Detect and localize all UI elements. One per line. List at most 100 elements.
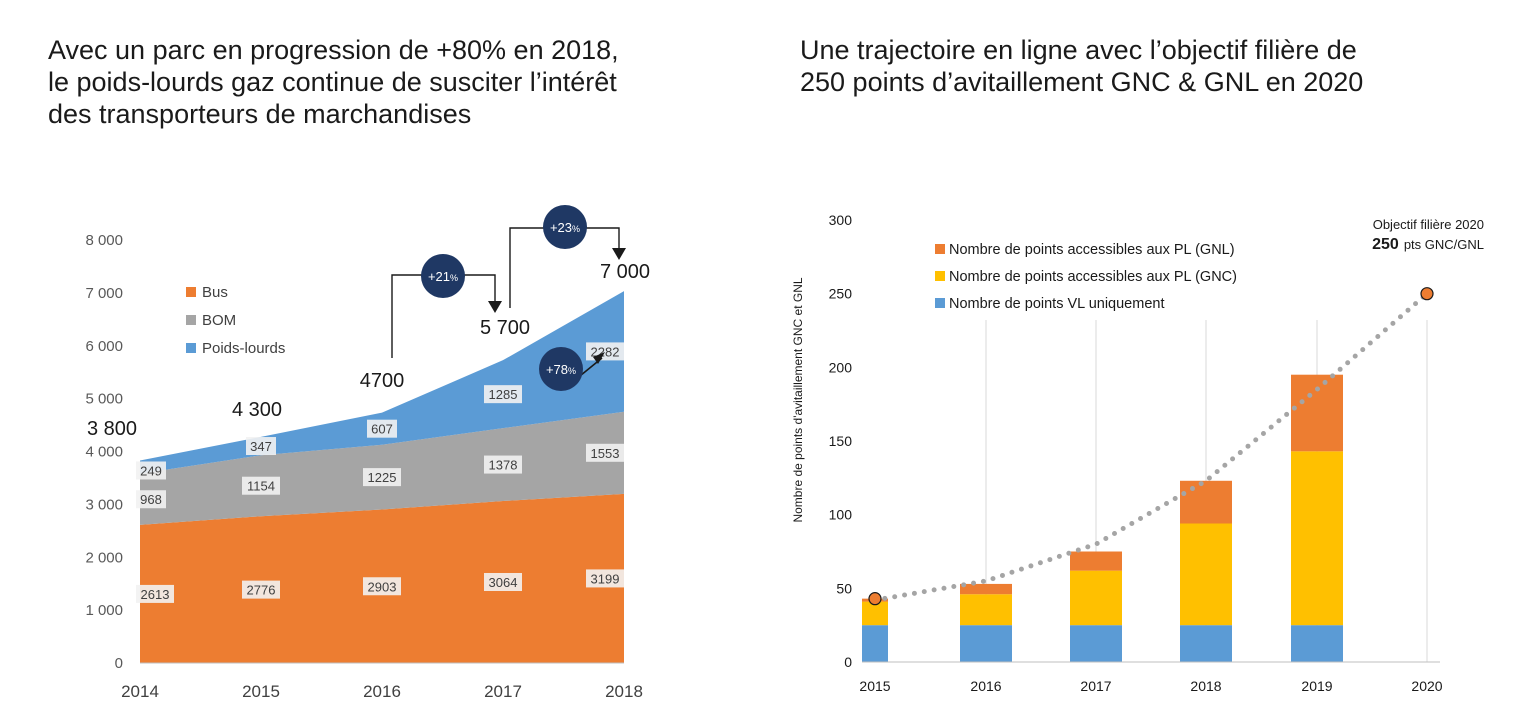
y-axis-title: Nombre de points d'avitaillement GNC et … (791, 277, 805, 522)
data-label-box (484, 572, 522, 591)
y-tick-label: 0 (115, 655, 123, 672)
milestone-marker (868, 592, 882, 606)
bar-segment-2017 (1070, 625, 1122, 662)
data-label-text: 1285 (489, 387, 518, 402)
bar-segment-2016 (960, 625, 1012, 662)
growth-percent-sign: % (450, 273, 458, 283)
data-label-text: 1378 (489, 458, 518, 473)
x-tick-label: 2014 (121, 682, 159, 701)
growth-bubble-circle (421, 254, 465, 298)
data-label-box (363, 468, 401, 487)
legend-swatch (186, 343, 196, 353)
data-label-text: 968 (140, 492, 162, 507)
data-label-poids-lourds: 2282 (586, 342, 624, 361)
data-label-text: 2776 (247, 583, 276, 598)
right-heading: Une trajectoire en ligne avec l’objectif… (800, 34, 1363, 98)
data-label-box (242, 580, 280, 599)
data-label-bus: 3199 (586, 569, 624, 588)
data-label-bom: 1553 (586, 443, 624, 462)
data-label-box (586, 443, 624, 462)
data-label-box (484, 455, 522, 474)
data-label-box (246, 437, 276, 456)
x-tick-label: 2018 (605, 682, 643, 701)
data-label-bom: 1378 (484, 455, 522, 474)
x-tick-label: 2015 (242, 682, 280, 701)
growth-bubble-circle (543, 205, 587, 249)
growth-bubble-text: +78% (546, 362, 576, 377)
growth-arrowhead-2017 (488, 301, 502, 313)
total-label: 7 000 (600, 261, 650, 283)
data-label-box (136, 461, 166, 480)
data-label-text: 607 (371, 422, 393, 437)
legend-swatch (186, 287, 196, 297)
data-label-text: 1225 (368, 470, 397, 485)
bar-segment-2018 (1180, 625, 1232, 662)
y-tick-label: 2 000 (85, 549, 123, 566)
y-tick-label: 50 (836, 580, 852, 596)
bar-segment-2016 (960, 594, 1012, 626)
x-tick-label: 2020 (1411, 678, 1442, 694)
y-tick-label: 4 000 (85, 444, 123, 461)
bar-segment-2019 (1291, 374, 1343, 452)
total-label: 4700 (360, 370, 405, 392)
legend-label: Poids-lourds (202, 340, 285, 357)
growth-bubble-text: +21% (428, 269, 458, 284)
left-heading: Avec un parc en progression de +80% en 2… (48, 34, 619, 130)
growth-arrowhead-pl (593, 352, 605, 364)
y-tick-label: 250 (829, 286, 853, 302)
data-label-poids-lourds: 249 (136, 461, 166, 480)
x-tick-label: 2015 (859, 678, 890, 694)
left-heading-line-2: le poids-lourds gaz continue de susciter… (48, 67, 617, 97)
x-tick-label: 2017 (484, 682, 522, 701)
y-tick-label: 3 000 (85, 496, 123, 513)
area-poids-lourds (140, 291, 624, 474)
y-tick-label: 1 000 (85, 602, 123, 619)
bar-segment-2015 (862, 601, 888, 626)
bar-segment-2017 (1070, 570, 1122, 626)
growth-value: +23 (550, 220, 572, 235)
y-tick-label: 7 000 (85, 285, 123, 302)
bar-segment-2019 (1291, 625, 1343, 662)
data-label-box (586, 569, 624, 588)
y-tick-label: 5 000 (85, 391, 123, 408)
legend-swatch (186, 315, 196, 325)
legend-label: BOM (202, 312, 236, 329)
left-heading-line-3: des transporteurs de marchandises (48, 99, 472, 129)
data-label-poids-lourds: 347 (246, 437, 276, 456)
data-label-text: 1154 (247, 479, 275, 494)
data-label-text: 3064 (489, 575, 518, 590)
right-heading-line-1: Une trajectoire en ligne avec l’objectif… (800, 35, 1357, 65)
data-label-box (586, 342, 624, 361)
data-label-bom: 1225 (363, 468, 401, 487)
bar-segment-2016 (960, 583, 1012, 595)
legend-label: Nombre de points VL uniquement (949, 296, 1164, 312)
data-label-bus: 3064 (484, 572, 522, 591)
left-heading-line-1: Avec un parc en progression de +80% en 2… (48, 35, 619, 65)
y-tick-label: 200 (829, 359, 853, 375)
x-tick-label: 2016 (970, 678, 1001, 694)
y-tick-label: 100 (829, 507, 853, 523)
data-label-bom: 968 (136, 490, 166, 509)
data-label-box (484, 385, 522, 404)
data-label-text: 3199 (591, 571, 620, 586)
y-tick-label: 0 (844, 654, 852, 670)
y-tick-label: 150 (829, 433, 853, 449)
legend-swatch (935, 298, 945, 308)
bar-segment-2018 (1180, 523, 1232, 626)
data-label-bus: 2776 (242, 580, 280, 599)
y-tick-label: 8 000 (85, 232, 123, 249)
data-label-box (242, 476, 280, 495)
objective-value: 250 pts GNC/GNL (1372, 236, 1484, 253)
fleet-area-chart: 0 1 000 2 000 3 000 4 000 5 000 6 000 7 000 8 00… (85, 205, 650, 701)
data-label-box (136, 584, 174, 603)
data-label-text: 2613 (141, 587, 170, 602)
legend-label: Nombre de points accessibles aux PL (GNL… (949, 242, 1235, 258)
x-tick-label: 2018 (1190, 678, 1221, 694)
growth-bubble-circle (539, 347, 583, 391)
legend-label: Bus (202, 284, 228, 301)
trend-dotted-line (872, 291, 1430, 603)
right-heading-line-2: 250 points d’avitaillement GNC & GNL en … (800, 67, 1364, 97)
growth-bubble-text: +23% (550, 220, 580, 235)
total-label: 3 800 (87, 418, 137, 440)
growth-arrowhead-2018 (612, 248, 626, 260)
